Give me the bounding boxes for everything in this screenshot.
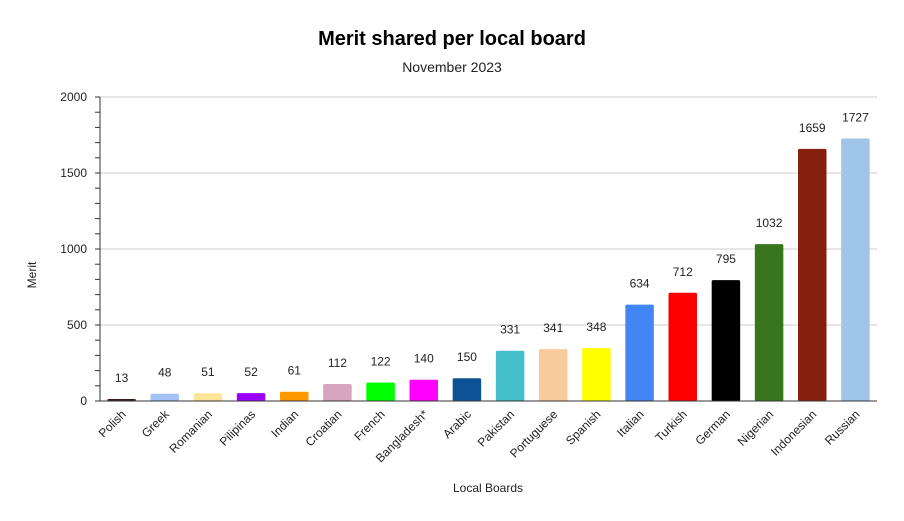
data-label: 61: [288, 364, 302, 378]
y-tick-label: 1500: [60, 166, 87, 180]
bar-german: [711, 280, 741, 401]
data-label: 1727: [842, 110, 869, 124]
bar-romanian: [193, 393, 223, 401]
data-label: 51: [201, 365, 215, 379]
x-axis-title: Local Boards: [453, 481, 523, 495]
x-tick-label: Italian: [614, 407, 647, 440]
bar-indian: [280, 391, 309, 401]
x-tick-label: Greek: [139, 407, 173, 441]
data-label: 1032: [756, 216, 783, 230]
bar-arabic: [452, 378, 482, 401]
data-label: 13: [115, 371, 129, 385]
bar-russian: [841, 138, 870, 401]
bar-nigerian: [754, 244, 784, 401]
bar-italian: [625, 304, 654, 401]
data-label: 48: [158, 366, 172, 380]
x-tick-label: French: [351, 407, 387, 443]
bar-bangladesh: [409, 379, 438, 401]
bar-french: [366, 382, 395, 401]
data-label: 122: [371, 354, 391, 368]
data-labels: 13 48 51 52 61 112 122 140 150 331 341 348 634 712 795…: [115, 110, 869, 385]
data-label: 150: [457, 350, 477, 364]
data-label: 140: [414, 352, 434, 366]
x-tick-label: German: [692, 407, 733, 448]
data-label: 795: [716, 252, 736, 266]
y-tick-label: 0: [80, 394, 87, 408]
bar-turkish: [668, 292, 697, 401]
chart-subtitle: November 2023: [402, 59, 502, 75]
x-tick-label: Croatian: [303, 407, 345, 449]
x-tick-label: Arabic: [440, 407, 474, 441]
x-tick-label: Pilipinas: [217, 407, 259, 449]
x-tick-label: Spanish: [563, 407, 604, 448]
gridlines: [100, 96, 877, 326]
x-tick-label: Nigerian: [735, 407, 777, 449]
chart-title: Merit shared per local board: [318, 28, 586, 50]
bar-croatian: [323, 383, 352, 401]
data-label: 712: [673, 265, 693, 279]
data-label: 331: [500, 323, 520, 337]
x-tick-label: Indonesian: [768, 407, 819, 458]
bar-spanish: [582, 348, 611, 401]
data-label: 112: [328, 356, 347, 370]
data-label: 348: [586, 320, 606, 334]
data-label: 634: [630, 277, 650, 291]
data-label: 1659: [799, 121, 826, 135]
x-tick-label: Polish: [96, 407, 129, 440]
bar-pilipinas: [236, 393, 266, 401]
y-axis-title: Merit: [25, 261, 39, 288]
x-tick-label: Indian: [268, 407, 301, 440]
data-label: 341: [543, 321, 563, 335]
y-tick-label: 500: [67, 318, 87, 332]
x-tick-label: Turkish: [652, 407, 689, 444]
y-tick-label: 1000: [60, 242, 87, 256]
y-tick-label: 2000: [60, 90, 87, 104]
bar-indonesian: [798, 148, 827, 401]
x-tick-label: Pakistan: [475, 407, 517, 449]
y-axis: 0 500 1000 1500 2000: [60, 90, 101, 408]
bars: [107, 138, 870, 401]
bar-portuguese: [539, 349, 568, 401]
x-tick-label: Romanian: [166, 407, 215, 456]
bar-greek: [150, 393, 179, 401]
data-label: 52: [244, 365, 258, 379]
x-tick-label: Russian: [822, 407, 863, 448]
bar-pakistan: [495, 350, 525, 401]
